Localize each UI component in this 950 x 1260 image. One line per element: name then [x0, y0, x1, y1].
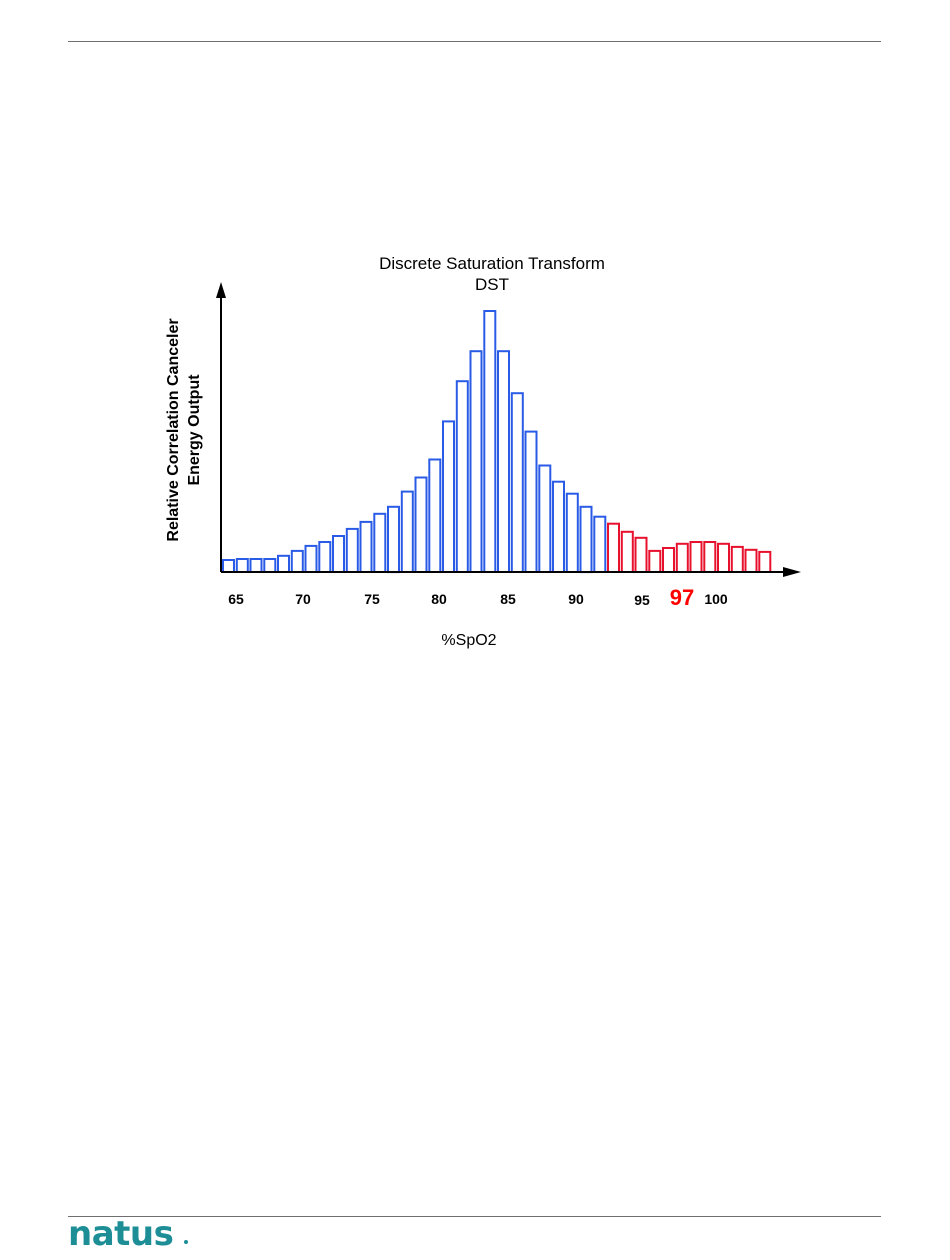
x-tick-label-85: 85: [500, 591, 516, 607]
bar-high-95: [648, 549, 662, 574]
bar-low-79: [428, 458, 442, 573]
bar-low-69: [290, 549, 304, 574]
x-tick-label-80: 80: [431, 591, 447, 607]
bar-high-93: [620, 530, 634, 573]
x-tick-labels: 65 70 75 80 85 90 95 100: [228, 591, 728, 608]
bar-low-80: [442, 420, 455, 573]
bar-low-70: [304, 544, 318, 574]
bar-high-92: [607, 522, 620, 574]
bar-low-91: [593, 515, 607, 574]
bar-low-83: [483, 310, 497, 573]
bar-low-72: [332, 535, 345, 573]
bar-low-86: [524, 430, 538, 573]
chart-subtitle: DST: [475, 275, 509, 294]
x-tick-label-70: 70: [295, 591, 311, 607]
bar-low-90: [579, 505, 593, 574]
bar-low-77: [400, 490, 414, 574]
bar-low-88: [552, 480, 565, 574]
bar-high-100: [717, 542, 730, 573]
bar-low-82: [469, 350, 483, 574]
dst-chart: Discrete Saturation Transform DST Relati…: [165, 254, 801, 649]
bar-low-85: [510, 392, 524, 574]
header-rule: [68, 41, 881, 42]
bar-low-73: [345, 527, 359, 574]
bar-low-67: [263, 558, 277, 573]
x-tick-label-90: 90: [568, 591, 584, 607]
bar-high-99: [703, 541, 717, 573]
logo-registered-dot: [184, 1240, 188, 1244]
bar-high-96: [662, 547, 675, 573]
chart-title: Discrete Saturation Transform: [379, 254, 605, 273]
bar-low-76: [387, 505, 400, 574]
bar-low-78: [414, 476, 428, 573]
x-tick-label-95: 95: [634, 592, 650, 608]
bar-high-102: [744, 548, 758, 573]
y-axis-arrow: [216, 282, 226, 298]
bar-low-84: [497, 350, 510, 574]
y-axis-label-line1: Relative Correlation Canceler: [165, 318, 182, 541]
bar-high-97: [675, 542, 689, 573]
bar-low-75: [373, 512, 387, 573]
y-axis-label-line2: Energy Output: [186, 374, 203, 486]
bar-high-103: [758, 550, 772, 574]
bar-low-66: [249, 558, 263, 573]
x-axis-arrow: [783, 567, 801, 577]
x-axis-label: %SpO2: [441, 632, 496, 649]
bar-low-68: [277, 554, 290, 573]
bar-high-101: [730, 545, 744, 574]
axes: [216, 282, 801, 577]
x-tick-label-100: 100: [704, 591, 728, 607]
x-tick-label-75: 75: [364, 591, 380, 607]
bar-low-64: [222, 559, 235, 573]
bar-low-87: [538, 464, 552, 573]
bar-low-74: [359, 520, 373, 574]
footer-rule: [68, 1216, 881, 1217]
bar-low-81: [455, 380, 469, 574]
x-tick-label-65: 65: [228, 591, 244, 607]
bar-high-94: [634, 536, 648, 573]
bars-group: [222, 310, 772, 574]
peak-value-label: 97: [670, 585, 694, 610]
bar-low-71: [318, 541, 332, 573]
bar-high-98: [689, 541, 703, 573]
bar-low-65: [235, 558, 249, 573]
bar-low-89: [565, 492, 579, 574]
natus-logo: natus: [68, 1214, 174, 1254]
